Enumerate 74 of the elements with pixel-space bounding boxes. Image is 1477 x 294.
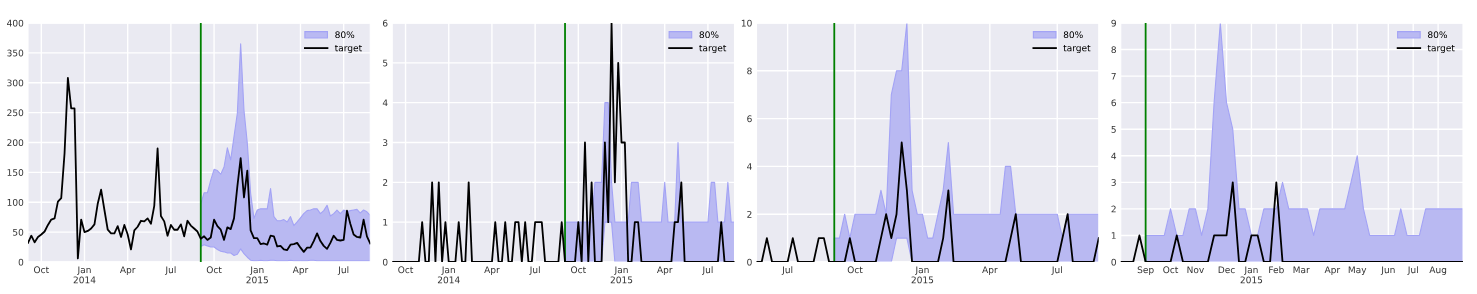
x-tick-label: Dec xyxy=(1218,266,1235,274)
x-tick-label: Feb xyxy=(1269,266,1284,274)
x-tick-label: Apr xyxy=(119,266,136,275)
y-tick-label: 4 xyxy=(382,99,388,107)
y-tick-label: 1 xyxy=(1111,232,1116,239)
x-tick-label: Oct xyxy=(398,266,414,274)
x-tick-label: Jul xyxy=(164,266,176,275)
x-tick-label: Jan 2015 xyxy=(911,266,934,284)
x-tick-label: Oct xyxy=(206,266,222,274)
x-tick-label: Oct xyxy=(33,266,49,274)
y-tick-label: 3 xyxy=(383,139,388,147)
y-tick-label: 5 xyxy=(383,59,388,67)
y-tick-label: 100 xyxy=(7,198,24,206)
legend-label: 80% xyxy=(1063,31,1083,39)
y-tick-label: 6 xyxy=(747,115,752,123)
y-tick-label: 0 xyxy=(747,258,752,266)
y-tick-label: 5 xyxy=(1111,126,1116,133)
y-tick-label: 10 xyxy=(741,19,752,27)
x-tick-label: Jul xyxy=(529,266,540,275)
y-tick-label: 6 xyxy=(1111,99,1117,107)
x-tick-label: Jul xyxy=(337,266,349,275)
y-tick-label: 1 xyxy=(383,219,388,226)
y-tick-label: 400 xyxy=(7,19,24,27)
x-tick-label: Apr xyxy=(982,266,998,275)
x-tick-label: Jan 2015 xyxy=(610,266,633,284)
x-tick-label: Jul xyxy=(1051,266,1062,275)
x-tick-label: Jun xyxy=(1380,266,1395,275)
legend-label: 80% xyxy=(1428,31,1447,39)
line-series xyxy=(392,23,735,262)
legend-label: target xyxy=(334,44,362,54)
y-tick-label: 250 xyxy=(7,109,24,117)
x-tick-label: Jul xyxy=(781,266,793,275)
legend-label: 80% xyxy=(699,31,719,39)
y-tick-label: 300 xyxy=(7,79,24,87)
x-tick-label: Jul xyxy=(1407,266,1418,275)
y-tick-label: 3 xyxy=(1111,179,1116,186)
y-tick-label: 7 xyxy=(1111,72,1116,80)
y-tick-label: 8 xyxy=(1111,46,1116,54)
y-tick-label: 2 xyxy=(383,179,388,186)
y-tick-label: 2 xyxy=(747,210,752,218)
legend-label: target xyxy=(1063,44,1091,54)
y-tick-label: 0 xyxy=(18,258,24,266)
y-tick-label: 4 xyxy=(1111,152,1117,160)
x-tick-label: Apr xyxy=(292,266,309,275)
y-tick-label: 0 xyxy=(382,258,388,266)
y-tick-label: 9 xyxy=(1111,19,1116,27)
y-tick-label: 8 xyxy=(747,67,752,75)
legend-label: target xyxy=(1427,44,1455,54)
legend-label: 80% xyxy=(335,31,355,39)
x-tick-label: May xyxy=(1348,266,1367,275)
x-tick-label: Apr xyxy=(656,266,673,275)
x-tick-label: Jan 2015 xyxy=(1240,266,1263,284)
y-tick-label: 4 xyxy=(747,163,752,170)
x-tick-label: Mar xyxy=(1293,266,1310,274)
y-tick-label: 0 xyxy=(1111,258,1116,266)
x-tick-label: Oct xyxy=(571,266,586,274)
x-tick-label: Sep xyxy=(1137,266,1154,275)
legend-label: target xyxy=(699,44,727,54)
x-tick-label: Apr xyxy=(1324,266,1341,275)
y-tick-label: 200 xyxy=(7,139,24,147)
x-tick-label: Jan 2014 xyxy=(73,266,96,284)
x-tick-label: Nov xyxy=(1187,266,1204,274)
y-tick-label: 150 xyxy=(7,169,24,176)
x-tick-label: Oct xyxy=(1163,266,1179,274)
x-tick-label: Oct xyxy=(847,266,863,274)
x-tick-label: Aug xyxy=(1429,266,1447,275)
y-tick-label: 50 xyxy=(13,228,24,236)
x-tick-label: Jan 2015 xyxy=(246,266,268,284)
x-tick-label: Apr xyxy=(484,266,500,275)
y-tick-label: 2 xyxy=(1111,205,1116,213)
x-tick-label: Jul xyxy=(702,266,713,275)
y-tick-label: 6 xyxy=(382,19,388,27)
x-tick-label: Jan 2014 xyxy=(437,266,460,284)
y-tick-label: 350 xyxy=(7,49,24,57)
